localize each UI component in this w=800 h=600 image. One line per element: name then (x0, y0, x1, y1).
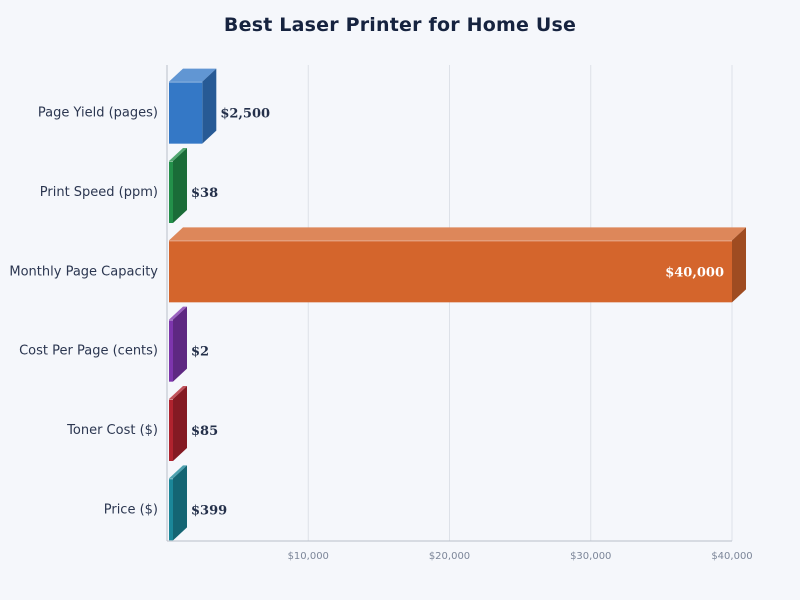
bar-top-face (169, 465, 187, 479)
bar (169, 399, 173, 461)
category-label: Monthly Page Capacity (9, 264, 158, 279)
category-label: Price ($) (104, 502, 158, 517)
bar-side-face (173, 306, 187, 382)
data-label: $2 (191, 345, 209, 360)
category-label: Print Speed (ppm) (40, 185, 158, 200)
labels: $10,000 $20,000 $30,000 $40,000 Page Yield (… (9, 106, 752, 562)
bar-side-face (173, 465, 187, 541)
bar (169, 81, 203, 144)
chart-title: Best Laser Printer for Home Use (223, 14, 577, 36)
bar (169, 478, 173, 541)
bar-side-face (732, 227, 746, 303)
bars (169, 68, 746, 541)
gridlines (307, 65, 733, 541)
bar-side-face (173, 386, 187, 461)
x-tick-label: $40,000 (711, 551, 752, 562)
bar-side-face (173, 148, 187, 223)
x-tick-label: $30,000 (570, 551, 611, 562)
data-label: $85 (191, 424, 218, 439)
bar-top-face (169, 68, 217, 82)
category-label: Cost Per Page (cents) (19, 344, 158, 359)
x-tick-label: $10,000 (288, 551, 329, 562)
bar-top-face (169, 306, 187, 320)
category-label: Toner Cost ($) (66, 423, 158, 438)
bar (169, 240, 732, 303)
bar-top-face (169, 148, 187, 161)
bar-side-face (202, 68, 217, 144)
bar-top-face (169, 227, 746, 241)
bar (169, 161, 173, 223)
axes (166, 65, 732, 542)
bar-top-face (169, 386, 187, 399)
bar (169, 319, 173, 382)
data-label: $40,000 (665, 265, 724, 280)
data-label: $2,500 (220, 107, 270, 122)
data-label: $399 (191, 503, 227, 518)
data-label: $38 (191, 186, 218, 201)
x-tick-label: $20,000 (429, 551, 470, 562)
category-label: Page Yield (pages) (38, 106, 158, 121)
